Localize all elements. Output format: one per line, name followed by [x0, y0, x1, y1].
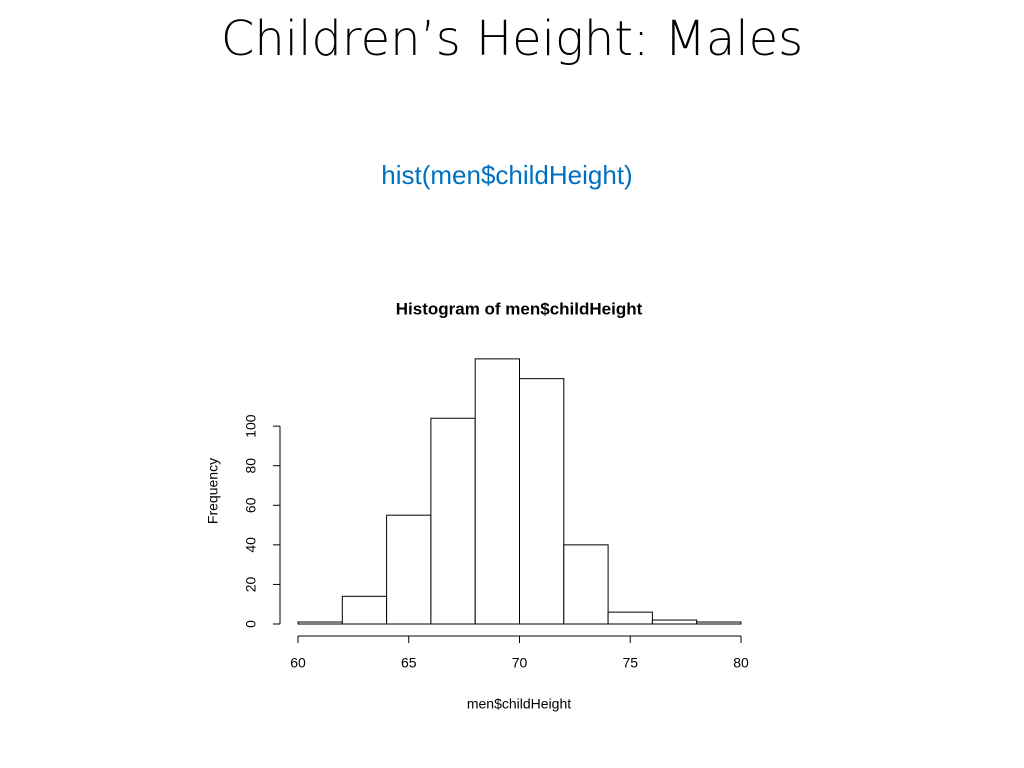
y-tick-label: 40 [243, 537, 259, 553]
bar [563, 544, 609, 625]
bar [519, 378, 565, 625]
x-tick-label: 80 [733, 655, 749, 671]
x-tick-label: 60 [290, 655, 306, 671]
slide-title: Children’s Height: Males [221, 11, 803, 67]
code-text: hist(men$childHeight) [381, 160, 632, 190]
y-tick-label: 100 [243, 414, 259, 438]
y-axis-label: Frequency [205, 458, 221, 524]
y-tick-label: 0 [243, 620, 259, 628]
x-tick-label: 65 [401, 655, 417, 671]
x-tick-label: 70 [512, 655, 528, 671]
bar [651, 619, 698, 625]
x-axis-label: men$childHeight [467, 696, 571, 712]
bar [607, 611, 653, 625]
bar [430, 417, 476, 625]
bar [341, 595, 388, 625]
bar [297, 621, 343, 625]
bar [386, 514, 432, 625]
y-tick-label: 20 [243, 576, 259, 592]
bar [474, 358, 521, 625]
bar [696, 621, 742, 625]
chart-title: Histogram of men$childHeight [396, 299, 643, 318]
y-tick-label: 60 [243, 497, 259, 513]
x-tick-label: 75 [622, 655, 638, 671]
y-tick-label: 80 [243, 458, 259, 474]
